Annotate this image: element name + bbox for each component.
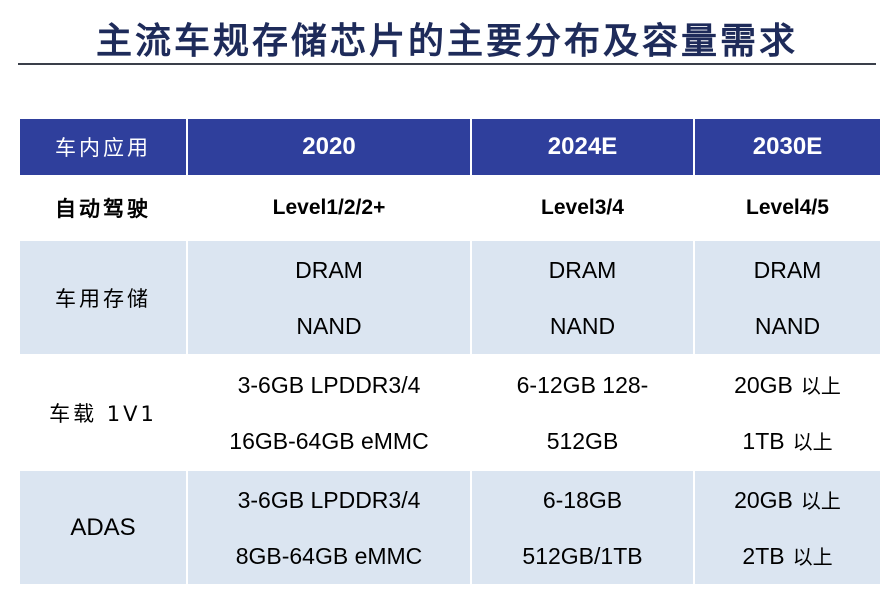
page-title: 主流车规存储芯片的主要分布及容量需求 bbox=[96, 20, 799, 62]
row-label: 车载 1V1 bbox=[18, 354, 188, 471]
cell-line: NAND bbox=[754, 312, 821, 339]
cell-line: 20GB 以上 bbox=[695, 472, 880, 528]
table-cell: DRAM NAND bbox=[693, 239, 882, 356]
cell-line: DRAM bbox=[295, 256, 363, 283]
capacity-value: 1TB bbox=[742, 427, 785, 454]
suffix-text: 以上 bbox=[792, 544, 833, 569]
table-cell: 6-12GB 128- 512GB bbox=[470, 354, 695, 471]
table-row-infotainment: 车载 1V1 3-6GB LPDDR3/4 16GB-64GB eMMC 6-1… bbox=[18, 354, 882, 471]
cell-line: 512GB bbox=[546, 427, 619, 454]
cell-line: 2TB 以上 bbox=[695, 528, 880, 584]
table-row-adas: ADAS 3-6GB LPDDR3/4 8GB-64GB eMMC 6-18GB… bbox=[18, 469, 882, 586]
table-header-row: 车内应用 2020 2024E 2030E bbox=[18, 117, 882, 177]
table-row-autonomous-driving: 自动驾驶 Level1/2/2+ Level3/4 Level4/5 bbox=[18, 175, 882, 241]
cell-line: 3-6GB LPDDR3/4 bbox=[237, 371, 421, 398]
title-divider bbox=[18, 63, 876, 65]
suffix-text: 以上 bbox=[792, 429, 833, 454]
table-row-vehicle-storage: 车用存储 DRAM NAND DRAM NAND DRAM NAND bbox=[18, 239, 882, 356]
table-cell: 20GB 以上 1TB 以上 bbox=[693, 354, 882, 471]
cell-line: 16GB-64GB eMMC bbox=[229, 427, 429, 454]
suffix-text: 以上 bbox=[800, 488, 841, 513]
row-label: 自动驾驶 bbox=[18, 175, 188, 241]
cell-line: 20GB 以上 bbox=[695, 357, 880, 413]
header-2030e: 2030E bbox=[693, 117, 882, 177]
table-cell: 20GB 以上 2TB 以上 bbox=[693, 469, 882, 586]
cell-line: 6-18GB bbox=[542, 486, 623, 513]
cell-line: NAND bbox=[296, 312, 362, 339]
capacity-value: 20GB bbox=[734, 371, 793, 398]
table-cell: Level4/5 bbox=[693, 175, 882, 241]
table-cell: 6-18GB 512GB/1TB bbox=[470, 469, 695, 586]
suffix-text: 以上 bbox=[800, 373, 841, 398]
row-label: 车用存储 bbox=[18, 239, 188, 356]
cell-line: 6-12GB 128- bbox=[516, 371, 649, 398]
capacity-value: 20GB bbox=[734, 486, 793, 513]
table-cell: 3-6GB LPDDR3/4 16GB-64GB eMMC bbox=[186, 354, 472, 471]
storage-demand-table: 车内应用 2020 2024E 2030E 自动驾驶 Level1/2/2+ L… bbox=[18, 117, 882, 586]
table-cell: 3-6GB LPDDR3/4 8GB-64GB eMMC bbox=[186, 469, 472, 586]
cell-line: 1TB 以上 bbox=[695, 413, 880, 469]
cell-line: DRAM bbox=[753, 256, 822, 283]
table-cell: DRAM NAND bbox=[470, 239, 695, 356]
cell-line: NAND bbox=[549, 312, 616, 339]
table-cell: Level1/2/2+ bbox=[186, 175, 472, 241]
cell-line: 3-6GB LPDDR3/4 bbox=[237, 486, 421, 513]
table-cell: DRAM NAND bbox=[186, 239, 472, 356]
cell-line: 8GB-64GB eMMC bbox=[235, 542, 423, 569]
cell-line: DRAM bbox=[548, 256, 617, 283]
row-label: ADAS bbox=[18, 469, 188, 586]
cell-line: 512GB/1TB bbox=[522, 542, 643, 569]
header-application: 车内应用 bbox=[18, 117, 188, 177]
table-cell: Level3/4 bbox=[470, 175, 695, 241]
header-2024e: 2024E bbox=[470, 117, 695, 177]
header-2020: 2020 bbox=[186, 117, 472, 177]
capacity-value: 2TB bbox=[742, 542, 785, 569]
